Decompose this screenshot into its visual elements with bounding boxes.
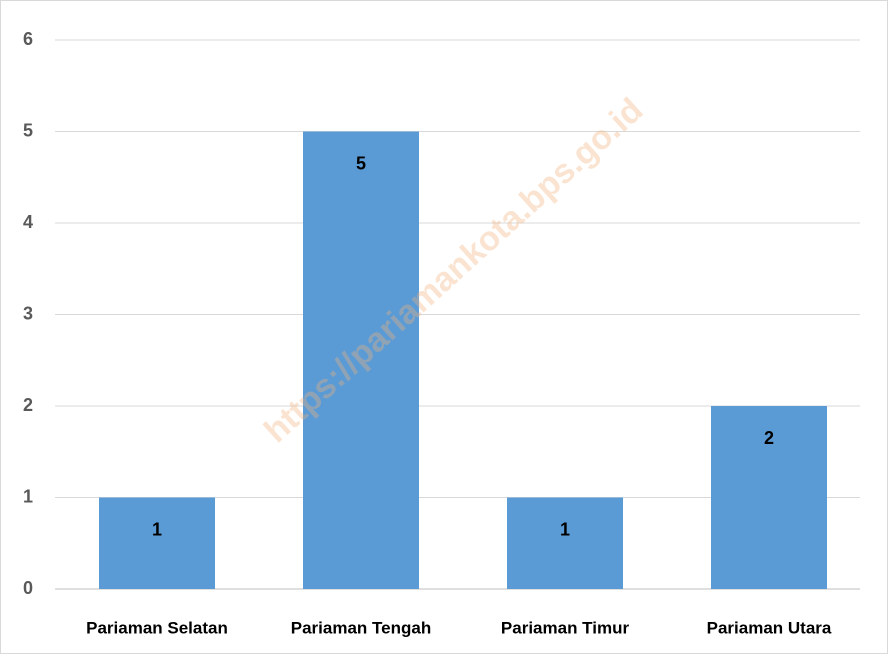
y-tick-label: 4 (23, 212, 33, 232)
x-tick-label: Pariaman Utara (707, 618, 832, 637)
x-tick-label: Pariaman Tengah (291, 618, 431, 637)
y-tick-label: 3 (23, 303, 33, 323)
x-tick-label: Pariaman Timur (501, 618, 630, 637)
bar (711, 406, 827, 589)
y-tick-label: 2 (23, 395, 33, 415)
data-label: 2 (764, 428, 774, 448)
x-tick-label: Pariaman Selatan (86, 618, 228, 637)
y-tick-label: 0 (23, 578, 33, 598)
bar (99, 497, 215, 589)
data-label: 1 (152, 519, 162, 539)
data-label: 5 (356, 153, 366, 173)
bar (303, 131, 419, 589)
y-tick-label: 5 (23, 120, 33, 140)
y-tick-label: 1 (23, 486, 33, 506)
data-label: 1 (560, 519, 570, 539)
y-tick-label: 6 (23, 29, 33, 49)
bar (507, 497, 623, 589)
